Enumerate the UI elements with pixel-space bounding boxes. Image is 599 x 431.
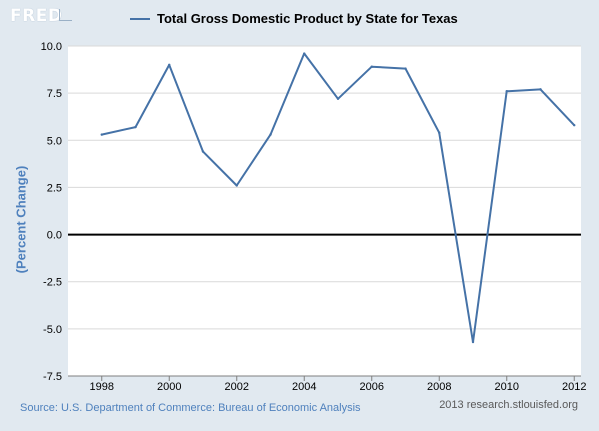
data-point	[539, 88, 542, 91]
data-point	[471, 340, 475, 344]
source-note: Source: U.S. Department of Commerce: Bur…	[20, 402, 361, 414]
y-tick-label: 0.0	[47, 230, 62, 242]
y-tick-label: 10.0	[41, 41, 62, 53]
x-tick-label: 2012	[562, 381, 586, 393]
data-point	[201, 150, 205, 153]
data-point	[370, 65, 373, 68]
data-point	[404, 67, 407, 70]
y-tick-label: 7.5	[47, 88, 62, 100]
data-point	[336, 97, 340, 101]
data-point	[573, 124, 576, 127]
x-tick-label: 2002	[225, 381, 249, 393]
plot-area	[68, 46, 581, 376]
data-point	[505, 90, 508, 93]
data-point	[235, 184, 238, 187]
x-tick-label: 1998	[90, 381, 114, 393]
data-point	[303, 52, 306, 55]
credit-note: 2013 research.stlouisfed.org	[439, 399, 578, 411]
y-tick-label: 2.5	[47, 182, 62, 194]
legend-label: Total Gross Domestic Product by State fo…	[157, 11, 458, 26]
y-tick-label: -7.5	[43, 371, 62, 383]
y-tick-label: -2.5	[43, 277, 62, 289]
x-tick-label: 2006	[360, 381, 384, 393]
data-point	[134, 125, 137, 129]
fred-logo: FRED	[10, 6, 63, 26]
y-tick-label: -5.0	[43, 324, 62, 336]
x-tick-label: 2008	[427, 381, 451, 393]
fred-graph-icon	[59, 9, 72, 21]
data-point	[438, 131, 441, 134]
data-point	[168, 63, 171, 67]
x-tick-label: 2004	[292, 381, 316, 393]
legend: Total Gross Domestic Product by State fo…	[130, 11, 458, 26]
data-point	[100, 133, 103, 136]
legend-swatch	[130, 17, 150, 20]
x-tick-label: 2000	[157, 381, 181, 393]
x-tick-label: 2010	[495, 381, 519, 393]
y-tick-label: 5.0	[47, 135, 62, 147]
data-point	[269, 133, 272, 136]
